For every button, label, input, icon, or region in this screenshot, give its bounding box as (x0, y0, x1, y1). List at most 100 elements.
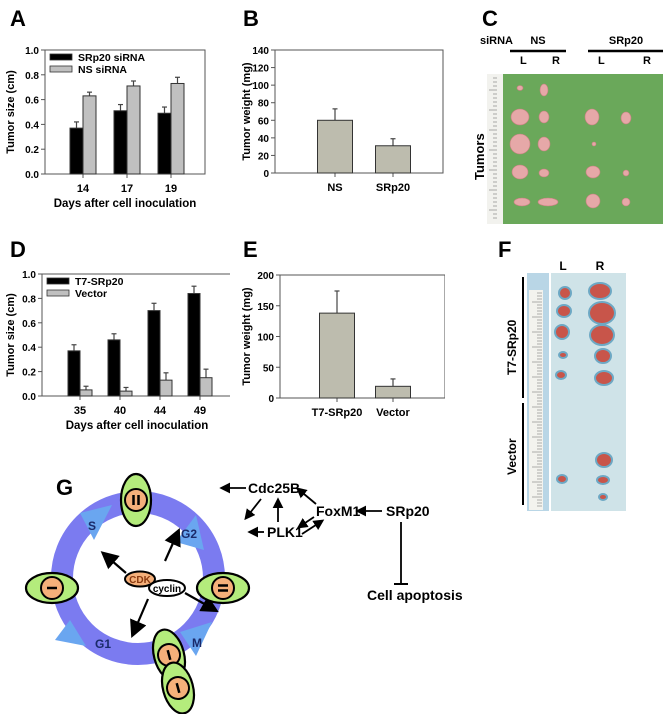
plot-area (274, 49, 444, 174)
cdk-cyclin-arrows (100, 527, 219, 639)
bar (126, 85, 141, 175)
tumor (537, 197, 559, 207)
cyclin-ellipse (148, 579, 186, 597)
column-r-label: R (596, 259, 605, 273)
y-tick-label: 0.6 (22, 319, 36, 330)
bar (107, 339, 121, 397)
cell (119, 472, 153, 528)
tumor (620, 111, 632, 125)
bar (69, 127, 84, 175)
tumor (511, 164, 529, 180)
y-tick-label: 0.2 (25, 145, 39, 156)
ruler (487, 74, 503, 224)
y-tick-label: 0.6 (25, 96, 39, 107)
node-cell-apoptosis: Cell apoptosis (367, 587, 463, 603)
tumor (556, 474, 568, 484)
chart-d: 0.0 0.2 0.4 0.6 0.8 1.0 35 40 44 49 Tumor size (cm… (0, 270, 233, 435)
column-l-label: L (559, 259, 566, 273)
y-tick-label: 0.0 (25, 170, 39, 181)
y-tick-label: 200 (257, 271, 274, 282)
x-tick-label: T7-SRp20 (312, 407, 363, 419)
s-phase-arrowhead (80, 505, 112, 540)
tumor (555, 370, 567, 380)
tumor (598, 493, 608, 501)
bar (82, 95, 97, 175)
y-tick-label: 1.0 (25, 46, 39, 57)
pathway-arrows (219, 482, 382, 538)
x-axis-label: Days after cell inoculation (54, 198, 197, 210)
tumor (538, 110, 550, 124)
y-tick-label: 80 (258, 99, 270, 110)
t7-srp20-group-label: T7-SRp20 (505, 319, 519, 375)
y-tick-label: 0 (268, 394, 274, 405)
vector-group-label: Vector (505, 438, 519, 475)
y-tick-label: 0.4 (25, 120, 39, 131)
dividing-cells (24, 472, 251, 715)
legend-entry: SRp20 siRNA (78, 52, 146, 64)
bar (159, 379, 173, 397)
y-tick-label: 100 (257, 333, 274, 344)
y-tick-label: 20 (258, 151, 270, 162)
x-tick-label: 44 (154, 405, 167, 417)
node-srp20: SRp20 (386, 503, 430, 519)
y-axis-label: Tumor weight (mg) (241, 62, 253, 161)
y-axis-label: Tumor size (cm) (5, 293, 17, 377)
tumor (596, 475, 610, 485)
phase-s: S (88, 519, 96, 533)
tumor (589, 324, 615, 346)
tumor (556, 304, 572, 318)
chart-e-svg: 0 50 100 150 200 T7-SRp20 Vector Tumor weight (… (241, 271, 446, 419)
y-tick-label: 100 (252, 81, 269, 92)
panel-f-tumor-photo: L R T7-SRp20 Vector (490, 255, 664, 525)
panel-label-f: F (498, 237, 512, 262)
tumors-label: Tumors (472, 133, 487, 180)
y-tick-label: 1.0 (22, 270, 36, 281)
phase-g2: G2 (181, 527, 197, 541)
x-tick-label: 35 (74, 405, 86, 417)
tumor (591, 141, 597, 147)
side-r: R (643, 55, 651, 67)
panel-label-d: D (10, 237, 26, 262)
tumor (584, 108, 600, 126)
phase-g1: G1 (95, 637, 111, 651)
y-tick-label: 150 (257, 302, 274, 313)
cdk-ellipse (124, 570, 156, 588)
side-l: L (598, 55, 605, 67)
tumor (510, 108, 530, 126)
tumor (588, 282, 612, 300)
x-tick-label: 19 (165, 183, 177, 195)
sirna-label: siRNA (480, 35, 513, 47)
x-tick-label: 14 (77, 183, 90, 195)
legend-entry: NS siRNA (78, 64, 127, 76)
panel-g-cell-cycle-diagram: S G2 M G1 CDK cyclin Cdc25B PLK1 FoxM1 S… (0, 460, 664, 715)
tumor (595, 452, 613, 468)
panel-label-b: B (243, 6, 259, 31)
panel-c-tumor-photo: siRNA NS SRp20 L R L R Tumors (460, 30, 664, 230)
phase-arrows (55, 505, 212, 656)
bar (199, 377, 213, 397)
panel-label-a: A (10, 6, 26, 31)
phase-m: M (192, 636, 202, 650)
bar (317, 119, 353, 174)
bar (157, 112, 172, 175)
x-tick-label: SRp20 (376, 182, 410, 194)
tumor (594, 348, 612, 364)
panel-label-c: C (482, 6, 498, 31)
chart-b-svg: 0 20 40 60 80 100 120 140 NS SRp20 Tumor weight (m… (241, 46, 444, 194)
bar (170, 82, 185, 175)
x-tick-label: NS (327, 182, 342, 194)
legend-entry: T7-SRp20 (75, 276, 124, 288)
cell (195, 571, 251, 605)
y-tick-label: 0 (263, 169, 269, 180)
node-cdc25b: Cdc25B (248, 480, 300, 496)
tumor (622, 169, 630, 177)
tumor (585, 193, 601, 209)
y-tick-label: 40 (258, 134, 270, 145)
cell (160, 661, 196, 715)
y-tick-label: 50 (263, 363, 275, 374)
tumor (588, 301, 616, 325)
cdk-label: CDK (129, 575, 151, 586)
tumor (558, 286, 572, 300)
cell (24, 571, 80, 605)
legend-entry: Vector (75, 288, 107, 300)
